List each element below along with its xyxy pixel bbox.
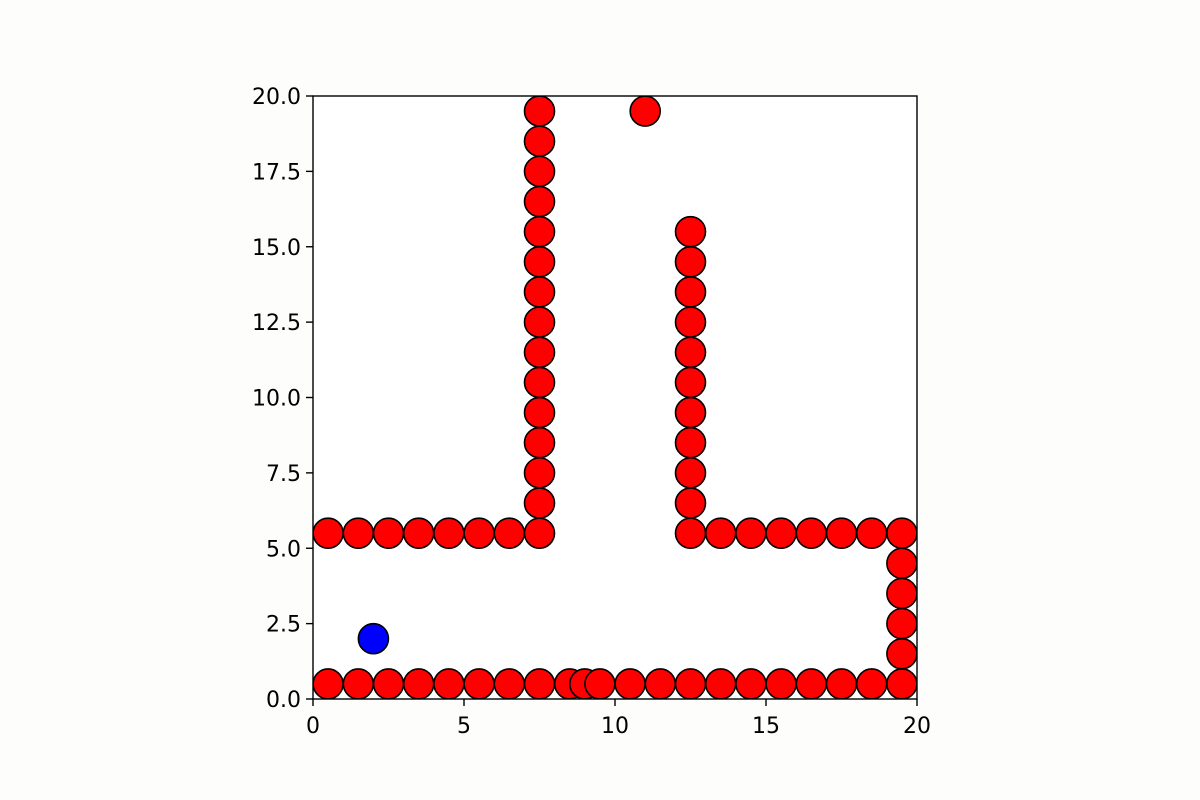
red-marker <box>402 668 435 699</box>
red-marker <box>523 306 556 338</box>
red-marker <box>629 96 661 127</box>
red-marker <box>765 517 797 549</box>
red-marker <box>795 668 828 699</box>
red-marker <box>523 96 556 127</box>
red-marker <box>735 517 767 549</box>
red-marker <box>674 276 707 308</box>
red-marker <box>402 517 435 549</box>
red-marker <box>523 246 556 278</box>
red-marker <box>674 457 707 489</box>
red-marker <box>372 517 405 549</box>
red-marker <box>313 668 344 699</box>
red-marker <box>674 426 707 459</box>
red-marker <box>644 668 677 699</box>
red-marker <box>674 336 707 369</box>
red-marker <box>523 396 556 429</box>
red-marker <box>493 517 526 549</box>
red-marker <box>614 668 646 699</box>
red-marker <box>825 517 858 549</box>
red-marker <box>886 547 917 580</box>
red-marker <box>674 366 707 399</box>
red-marker <box>463 668 495 699</box>
red-marker <box>342 668 375 699</box>
x-tick-label: 0 <box>306 714 320 739</box>
y-tick-label: 7.5 <box>266 462 301 487</box>
red-marker <box>886 577 917 610</box>
y-tick-label: 17.5 <box>252 160 301 185</box>
red-marker <box>674 306 707 338</box>
red-marker <box>372 668 405 699</box>
axes-background <box>313 96 917 699</box>
red-marker <box>704 668 737 699</box>
red-marker <box>674 668 707 699</box>
y-tick-label: 5.0 <box>266 537 301 562</box>
red-marker <box>674 396 707 429</box>
red-marker <box>523 426 556 459</box>
red-marker <box>825 668 858 699</box>
x-tick-label: 5 <box>457 714 471 739</box>
red-marker <box>523 487 556 519</box>
red-marker <box>765 668 797 699</box>
red-marker <box>886 517 917 549</box>
red-marker <box>523 215 556 248</box>
plot-area: 0 5 10 15 20 0.0 2.5 5.0 7.5 10.0 12.5 15.0 17.5 20.0 <box>252 85 931 739</box>
red-marker <box>704 517 737 549</box>
y-tick-label: 20.0 <box>252 85 301 110</box>
red-marker <box>523 517 556 549</box>
red-marker <box>886 607 917 640</box>
x-tick-label: 10 <box>601 714 629 739</box>
red-marker <box>735 668 767 699</box>
red-marker <box>523 457 556 489</box>
red-marker <box>855 517 888 549</box>
red-marker <box>523 336 556 369</box>
red-marker <box>674 517 707 549</box>
markers-group <box>313 96 917 699</box>
red-marker <box>855 668 888 699</box>
red-marker <box>674 487 707 519</box>
red-marker <box>795 517 828 549</box>
red-marker <box>674 246 707 278</box>
red-marker <box>674 215 707 248</box>
red-marker <box>433 668 465 699</box>
red-marker <box>886 637 917 670</box>
y-tick-label: 0.0 <box>266 688 301 713</box>
red-marker <box>584 668 616 699</box>
red-marker <box>523 276 556 308</box>
y-tick-label: 12.5 <box>252 311 301 336</box>
x-tick-label: 20 <box>903 714 931 739</box>
red-marker <box>342 517 375 549</box>
red-marker <box>523 366 556 399</box>
y-tick-label: 10.0 <box>252 387 301 412</box>
red-marker <box>523 155 556 188</box>
y-tick-label: 15.0 <box>252 236 301 261</box>
red-marker <box>433 517 465 549</box>
red-marker <box>886 668 917 699</box>
red-marker <box>523 185 556 218</box>
red-marker <box>313 517 344 549</box>
red-marker <box>523 125 556 158</box>
blue-marker <box>357 622 390 655</box>
y-tick-label: 2.5 <box>266 613 301 638</box>
red-marker <box>493 668 526 699</box>
red-marker <box>463 517 495 549</box>
red-marker <box>523 668 556 699</box>
x-tick-label: 15 <box>752 714 780 739</box>
